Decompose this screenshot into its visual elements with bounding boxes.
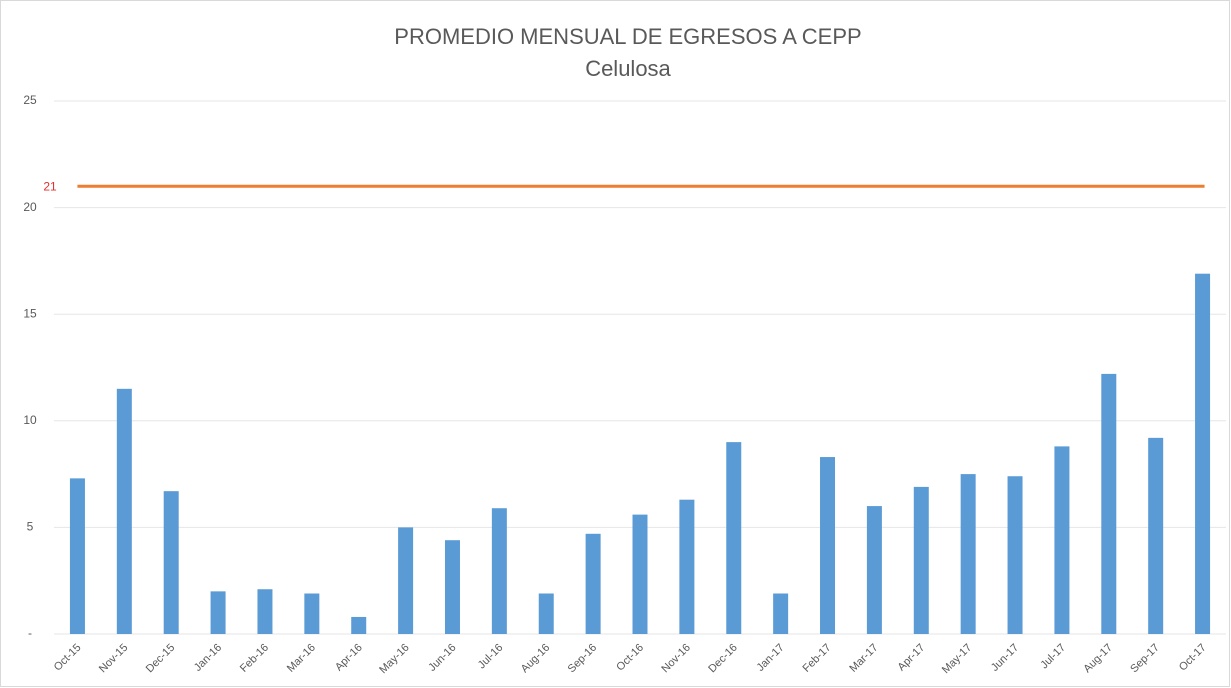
bar	[116, 388, 132, 634]
bar	[1007, 476, 1023, 634]
bar	[820, 457, 836, 634]
bar	[444, 540, 460, 634]
bar	[679, 499, 695, 634]
y-tick-label: -	[28, 626, 32, 640]
chart-subtitle: Celulosa	[585, 56, 671, 81]
chart-title: PROMEDIO MENSUAL DE EGRESOS A CEPP	[394, 24, 861, 49]
bar	[1148, 437, 1164, 634]
bar	[257, 589, 273, 634]
y-tick-label: 15	[23, 306, 37, 320]
bar	[538, 593, 554, 634]
bar	[398, 527, 414, 634]
bar	[69, 478, 85, 634]
bar	[632, 514, 648, 634]
y-tick-label: 25	[23, 93, 37, 107]
y-tick-label: 10	[23, 413, 37, 427]
bar	[1101, 373, 1117, 634]
bar	[585, 533, 601, 634]
reference-label: 21	[43, 179, 57, 193]
bar	[351, 616, 367, 634]
y-tick-label: 5	[27, 520, 34, 534]
bar	[913, 486, 929, 634]
y-tick-label: 20	[23, 200, 37, 214]
bar	[866, 506, 882, 634]
bar	[726, 442, 742, 634]
bar	[960, 474, 976, 634]
bar	[773, 593, 789, 634]
bar	[163, 491, 179, 634]
bar	[210, 591, 226, 634]
bar	[491, 508, 507, 634]
bar	[1054, 446, 1070, 634]
bar	[1195, 273, 1211, 634]
bar	[304, 593, 320, 634]
